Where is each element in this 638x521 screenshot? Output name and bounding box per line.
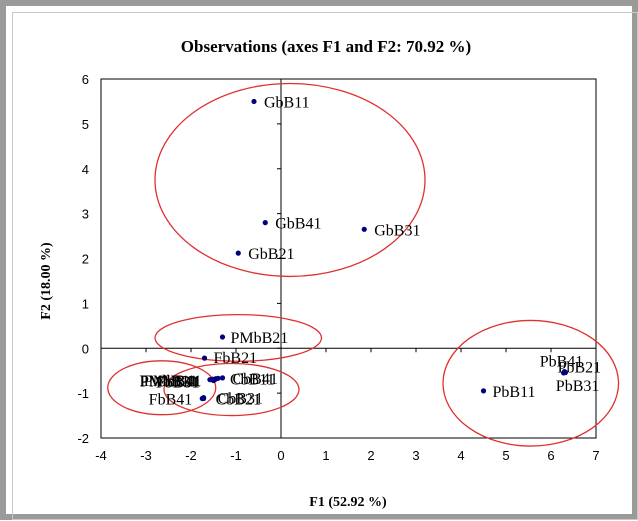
- cluster-ellipse: [154, 82, 426, 278]
- point-label: PMbB31: [140, 374, 198, 391]
- point-label: PbB31: [556, 378, 600, 395]
- y-tick-label: 0: [82, 341, 89, 356]
- point-label: PMbB21: [231, 330, 289, 347]
- data-point: [251, 98, 257, 105]
- chart-area: Observations (axes F1 and F2: 70.92 %) F…: [12, 12, 638, 520]
- y-tick-label: 5: [82, 117, 89, 132]
- point-label: CbB41: [233, 371, 278, 388]
- x-tick-label: 1: [322, 448, 329, 463]
- point-label: GbB31: [374, 222, 420, 239]
- y-tick-label: -1: [77, 386, 89, 401]
- point-label: PbB21: [558, 359, 602, 376]
- data-point: [210, 376, 216, 382]
- data-point: [262, 220, 268, 226]
- x-tick-label: -2: [185, 448, 197, 463]
- point-label: GbB41: [275, 216, 321, 233]
- cluster-ellipse: [154, 313, 323, 362]
- axes: -4 -3 -2 -1 0 1 2 3 4 5 6 7 -2 -1 0 1 2 3 4 5 6: [77, 72, 599, 463]
- x-tick-label: -1: [230, 448, 242, 463]
- point-label: PMbB41: [144, 373, 202, 390]
- x-tick-label: 4: [457, 448, 464, 463]
- data-point: [201, 355, 208, 361]
- y-tick-label: 1: [82, 296, 89, 311]
- cluster-ellipse: [163, 362, 300, 417]
- data-point: [361, 226, 367, 232]
- x-tick-label: 0: [277, 448, 284, 463]
- point-label: CbB21: [216, 392, 261, 409]
- y-tick-label: -2: [77, 431, 89, 446]
- cluster-ellipse: [107, 360, 217, 416]
- cluster-ellipse: [442, 319, 620, 447]
- point-label: CbB31: [218, 391, 263, 408]
- x-tick-label: 3: [412, 448, 419, 463]
- x-tick-label: 6: [547, 448, 554, 463]
- point-label: FbB21: [214, 350, 258, 367]
- x-tick-label: 2: [367, 448, 374, 463]
- scatter-chart: Observations (axes F1 and F2: 70.92 %) F…: [39, 37, 620, 510]
- point-label: PbB11: [493, 384, 536, 401]
- x-tick-label: -3: [140, 448, 152, 463]
- x-tick-label: 7: [592, 448, 599, 463]
- y-tick-label: 2: [82, 252, 89, 267]
- cluster-ellipses: [107, 82, 620, 447]
- y-tick-label: 6: [82, 72, 89, 87]
- x-tick-label: 5: [502, 448, 509, 463]
- point-label: FbB41: [149, 392, 193, 409]
- plot-area: [100, 78, 597, 439]
- point-label: CbB11: [230, 371, 275, 388]
- point-label: GbB21: [248, 246, 294, 263]
- data-point: [219, 334, 226, 340]
- point-label: FbB11: [158, 374, 201, 391]
- data-point: [480, 388, 487, 394]
- data-points: [199, 98, 569, 402]
- point-labels: GbB11 GbB41 GbB31 GbB21 PMbB21 FbB21 CbB41CbB1…: [140, 94, 602, 408]
- y-axis-label: F2 (18.00 %): [39, 242, 54, 320]
- x-axis-label: F1 (52.92 %): [309, 495, 387, 510]
- point-label: PbB41: [540, 354, 584, 371]
- data-point: [219, 375, 226, 381]
- point-label: GbB11: [264, 94, 310, 111]
- data-point: [235, 250, 241, 256]
- y-tick-label: 3: [82, 207, 89, 222]
- data-point: [199, 395, 205, 402]
- chart-title: Observations (axes F1 and F2: 70.92 %): [181, 37, 471, 56]
- x-tick-label: -4: [95, 448, 107, 463]
- point-label: FbB31: [156, 375, 200, 392]
- point-label: PMbB11: [140, 373, 197, 390]
- data-point: [561, 370, 567, 376]
- y-tick-label: 4: [82, 162, 89, 177]
